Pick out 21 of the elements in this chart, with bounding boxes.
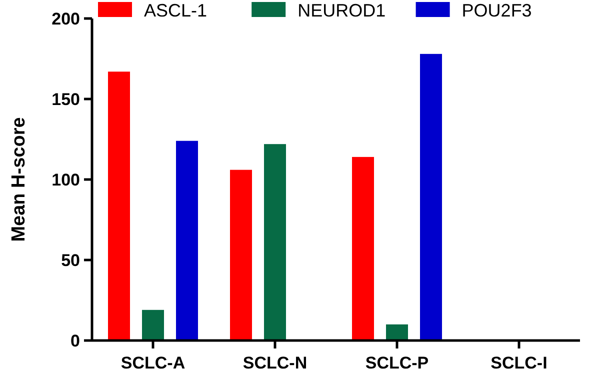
y-tick-label: 150 — [52, 90, 80, 109]
y-tick-label: 50 — [61, 250, 80, 270]
bar — [230, 170, 252, 340]
y-axis-title: Mean H-score — [8, 117, 30, 242]
x-tick-label: SCLC-A — [120, 354, 186, 372]
bar — [264, 144, 286, 340]
bar — [108, 72, 130, 340]
x-tick-label: SCLC-N — [242, 354, 308, 372]
x-tick-label: SCLC-P — [365, 354, 429, 372]
x-tick-label: SCLC-I — [490, 354, 548, 372]
legend-label: POU2F3 — [462, 0, 532, 20]
bar — [386, 324, 408, 340]
bar — [420, 54, 442, 340]
bar — [352, 156, 374, 340]
bar — [176, 140, 198, 340]
y-tick-label: 200 — [52, 9, 80, 28]
legend-label: NEUROD1 — [298, 0, 386, 20]
bar — [142, 310, 164, 340]
legend-label: ASCL-1 — [144, 0, 208, 20]
y-tick-label: 0 — [70, 331, 80, 350]
y-tick-label: 100 — [52, 170, 80, 190]
